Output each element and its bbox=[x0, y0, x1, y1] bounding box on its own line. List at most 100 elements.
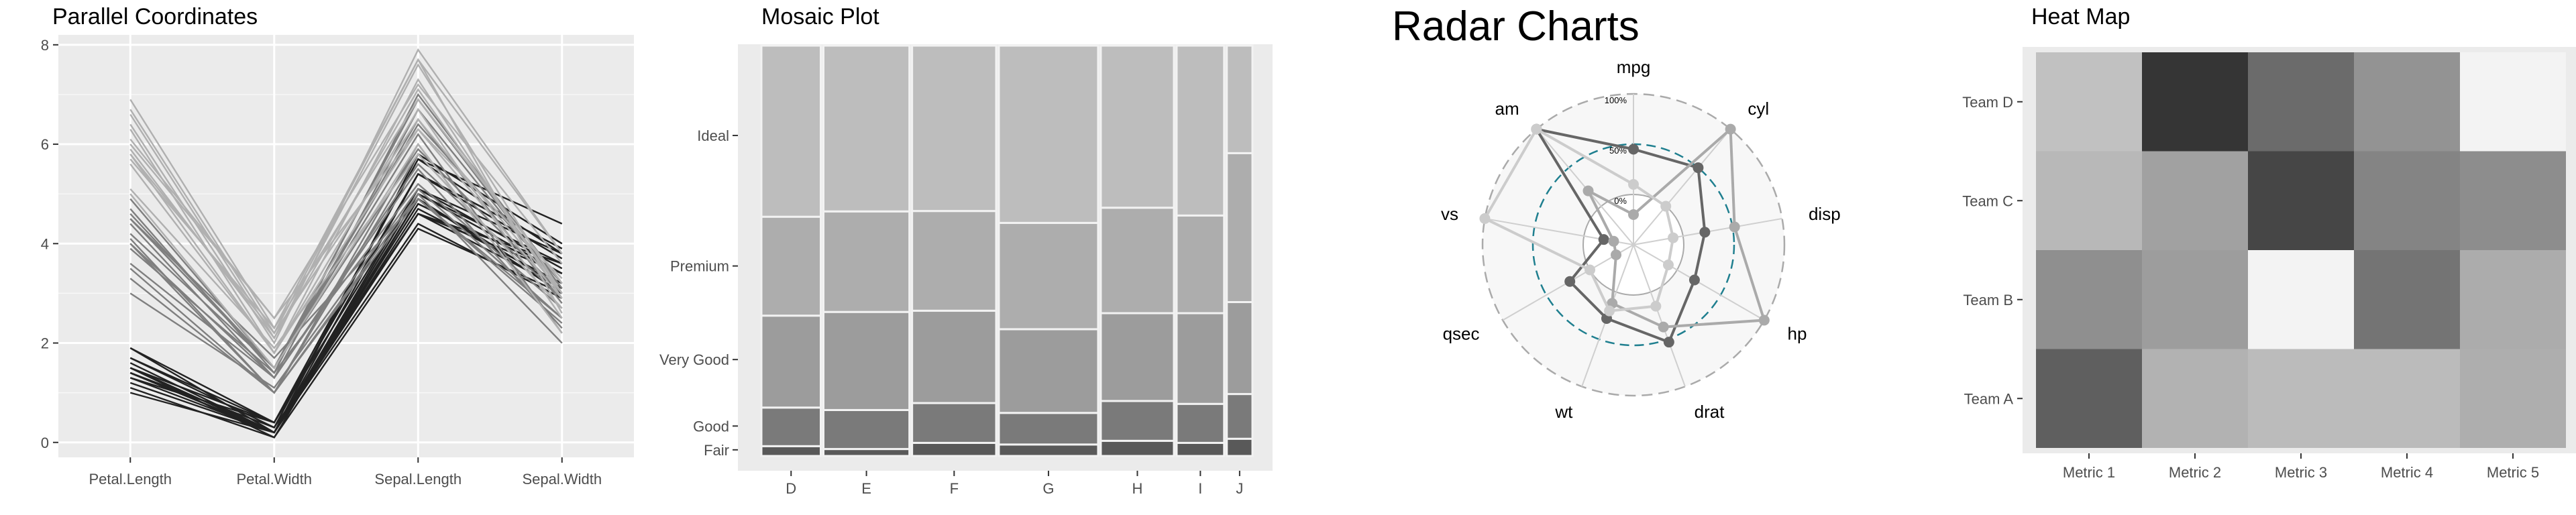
mosaic-tile bbox=[998, 328, 1099, 414]
heatmap-cell bbox=[2354, 349, 2460, 448]
mosaic-tile bbox=[822, 408, 911, 451]
radar-point bbox=[1531, 123, 1542, 135]
heatmap-cell bbox=[2460, 349, 2566, 448]
y-tick-label: Ideal bbox=[697, 127, 729, 144]
y-tick-label: 8 bbox=[41, 37, 49, 54]
radar-axis-label: disp bbox=[1809, 204, 1841, 224]
heatmap-cell bbox=[2460, 151, 2566, 250]
radar-point bbox=[1658, 321, 1669, 333]
x-tick-label: Metric 3 bbox=[2275, 464, 2327, 481]
y-tick-label: Fair bbox=[704, 442, 729, 459]
mosaic-tile bbox=[822, 448, 911, 457]
x-tick-label: Sepal.Length bbox=[374, 471, 462, 488]
parallel-chart-title: Parallel Coordinates bbox=[52, 4, 258, 30]
series-line bbox=[129, 197, 563, 394]
radar-axis-label: vs bbox=[1441, 204, 1458, 224]
mosaic-tile bbox=[1175, 402, 1226, 444]
radar-axis-label: drat bbox=[1695, 402, 1725, 422]
radar-point bbox=[1598, 234, 1609, 245]
radar-point bbox=[1585, 264, 1596, 276]
radar-point bbox=[1699, 227, 1711, 238]
y-tick-label: Team D bbox=[1962, 94, 2013, 111]
radar-point bbox=[1662, 260, 1674, 270]
radar-grid-label: 100% bbox=[1605, 95, 1627, 105]
radar-series bbox=[1585, 126, 1766, 329]
heatmap-cell bbox=[2142, 52, 2248, 152]
radar-point bbox=[1729, 221, 1740, 233]
y-tick-label: Team C bbox=[1962, 192, 2013, 209]
mosaic-tile bbox=[1175, 441, 1226, 457]
mosaic-tile bbox=[1175, 44, 1226, 217]
mosaic-tile bbox=[998, 443, 1099, 457]
mosaic-chart-title: Mosaic Plot bbox=[761, 4, 879, 30]
heatmap-cell bbox=[2036, 151, 2142, 250]
x-tick-label: Metric 5 bbox=[2487, 464, 2539, 481]
x-tick-label: J bbox=[1236, 480, 1243, 497]
radar-series bbox=[1483, 127, 1675, 312]
series-line bbox=[129, 58, 563, 330]
heatmap-cell bbox=[2248, 250, 2354, 349]
mosaic-tile bbox=[760, 314, 822, 409]
radar-point bbox=[1688, 274, 1700, 286]
radar-point bbox=[1582, 185, 1594, 196]
mosaic-tile bbox=[1099, 400, 1175, 442]
x-tick-label: Sepal.Width bbox=[522, 471, 602, 488]
y-tick-label: Premium bbox=[670, 258, 729, 275]
x-tick-label: E bbox=[861, 480, 871, 497]
y-tick-label: 6 bbox=[41, 136, 49, 153]
x-tick-label: Petal.Length bbox=[89, 471, 172, 488]
radar-panel: Radar Charts 0% 50% 100% mpg cyl disp hp drat wt… bbox=[1288, 0, 1932, 515]
y-tick-label: Team A bbox=[1964, 390, 2014, 407]
mosaic-tile bbox=[822, 44, 911, 213]
series-line bbox=[129, 142, 563, 369]
mosaic-tile bbox=[760, 406, 822, 447]
x-tick-label: Metric 4 bbox=[2381, 464, 2433, 481]
mosaic-tile bbox=[1099, 207, 1175, 314]
radar-chart-title: Radar Charts bbox=[1392, 3, 1640, 50]
x-tick-label: I bbox=[1198, 480, 1202, 497]
heatmap-cell bbox=[2460, 250, 2566, 349]
radar-point bbox=[1663, 337, 1674, 348]
mosaic-tile bbox=[1226, 301, 1254, 396]
radar-axis-label: am bbox=[1495, 99, 1519, 119]
heatmap-cell bbox=[2036, 250, 2142, 349]
mosaic-tile bbox=[1099, 312, 1175, 402]
radar-point bbox=[1668, 232, 1679, 243]
x-tick-label: Metric 1 bbox=[2063, 464, 2115, 481]
radar-axis-label: wt bbox=[1554, 402, 1573, 422]
mosaic-tile bbox=[911, 309, 998, 404]
mosaic-tile bbox=[1099, 44, 1175, 209]
y-tick-label: Team B bbox=[1963, 292, 2013, 308]
radar-point bbox=[1604, 305, 1615, 317]
series-line bbox=[129, 192, 563, 394]
mosaic-chart: D E F G H I J Ideal Premium Very Good Good Fair bbox=[659, 44, 1273, 497]
x-tick-label: G bbox=[1042, 480, 1054, 497]
series-line bbox=[129, 107, 563, 355]
mosaic-tile bbox=[1226, 437, 1254, 457]
radar-point bbox=[1650, 300, 1662, 312]
series-line bbox=[129, 153, 563, 349]
x-tick-label: Petal.Width bbox=[237, 471, 313, 488]
radar-grid-label: 0% bbox=[1614, 196, 1627, 206]
heatmap-cell bbox=[2248, 151, 2354, 250]
mosaic-tile bbox=[1226, 152, 1254, 303]
radar-point bbox=[1564, 276, 1576, 287]
parallel-coordinates-panel: Parallel Coordinates 0 2 4 6 8 Petal.Length Pe… bbox=[0, 0, 644, 515]
radar-point bbox=[1725, 123, 1736, 135]
radar-point bbox=[1611, 249, 1622, 260]
mosaic-tile bbox=[760, 215, 822, 317]
radar-axis-label: hp bbox=[1787, 324, 1807, 344]
heatmap-panel: Heat Map Team A Team B Team C Team D Metric … bbox=[1932, 0, 2576, 515]
heatmap-cell bbox=[2354, 151, 2460, 250]
mosaic-tile bbox=[1226, 44, 1254, 154]
series-line bbox=[129, 98, 563, 369]
mosaic-tile bbox=[760, 44, 822, 218]
mosaic-tile bbox=[911, 44, 998, 213]
y-tick-label: 4 bbox=[41, 235, 49, 252]
radar-spoke bbox=[1633, 128, 1731, 245]
series-line bbox=[129, 197, 563, 359]
heatmap-cell bbox=[2036, 349, 2142, 448]
heatmap-cell bbox=[2354, 250, 2460, 349]
heatmap-chart-title: Heat Map bbox=[2031, 4, 2131, 30]
